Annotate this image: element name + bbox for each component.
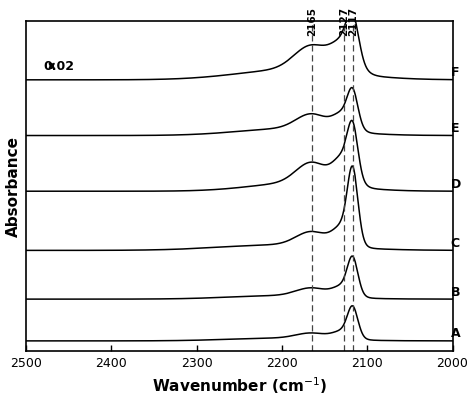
Text: 2165: 2165 xyxy=(307,6,317,35)
Text: 2127: 2127 xyxy=(339,6,349,35)
Text: A: A xyxy=(451,327,460,340)
X-axis label: Wavenumber (cm$^{-1}$): Wavenumber (cm$^{-1}$) xyxy=(152,375,327,395)
Text: F: F xyxy=(451,66,459,79)
Y-axis label: Absorbance: Absorbance xyxy=(6,136,20,237)
Text: E: E xyxy=(451,122,459,135)
Text: 0.02: 0.02 xyxy=(43,60,74,73)
Text: D: D xyxy=(451,177,461,190)
Text: C: C xyxy=(451,237,460,249)
Text: 2117: 2117 xyxy=(348,6,358,35)
Text: B: B xyxy=(451,285,460,298)
